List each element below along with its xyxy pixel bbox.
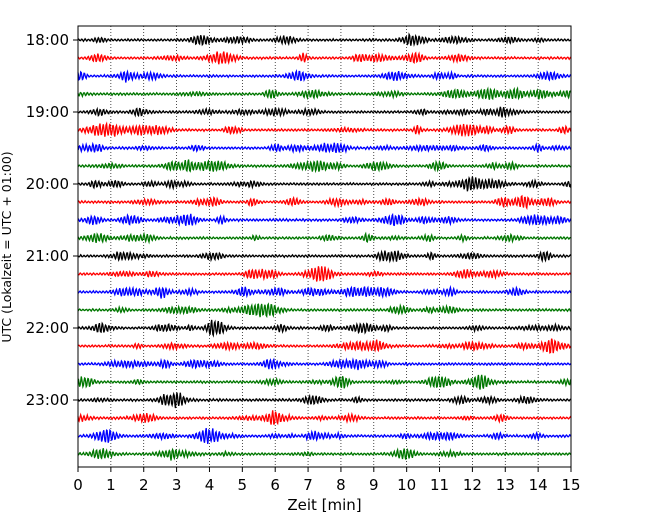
seismic-traces [77, 32, 572, 461]
x-tick-label: 6 [270, 476, 280, 494]
trace-row [77, 141, 572, 155]
y-axis-label: UTC (Lokalzeit = UTC + 01:00) [0, 151, 14, 342]
y-tick-label: 18:00 [26, 31, 69, 49]
x-tick-label: 5 [238, 476, 248, 494]
trace-row [77, 284, 572, 300]
trace-row [77, 231, 571, 245]
x-tick-label: 8 [336, 476, 346, 494]
trace-row [77, 32, 572, 48]
trace-row [77, 176, 572, 192]
x-axis-ticks: 0 1 2 3 4 5 6 7 8 9 10 11 12 13 14 15 [73, 467, 581, 494]
y-tick-label: 23:00 [26, 391, 69, 409]
trace-row [78, 121, 572, 138]
x-tick-label: 3 [172, 476, 182, 494]
trace-row [77, 212, 572, 227]
x-tick-label: 4 [205, 476, 215, 494]
trace-row [77, 249, 572, 264]
x-tick-label: 12 [463, 476, 482, 494]
trace-row [77, 266, 572, 282]
trace-row [77, 68, 571, 83]
trace-row [77, 106, 572, 119]
x-tick-label: 14 [529, 476, 548, 494]
y-tick-label: 21:00 [26, 247, 69, 265]
plot-frame [77, 25, 572, 468]
x-tick-label: 15 [561, 476, 580, 494]
y-tick-label: 19:00 [26, 103, 69, 121]
trace-row [77, 51, 572, 66]
x-tick-label: 0 [73, 476, 83, 494]
x-tick-label: 7 [303, 476, 313, 494]
trace-row [77, 410, 572, 426]
trace-row [77, 427, 572, 444]
x-tick-label: 1 [106, 476, 116, 494]
trace-row [77, 338, 572, 354]
x-tick-label: 9 [369, 476, 379, 494]
x-tick-label: 10 [397, 476, 416, 494]
y-axis-ticks: 18:00 19:00 20:00 21:00 22:00 23:00 [26, 31, 78, 409]
x-axis-label: Zeit [min] [287, 496, 361, 514]
trace-row [77, 302, 571, 319]
x-tick-label: 13 [496, 476, 515, 494]
trace-row [77, 194, 572, 211]
trace-row [77, 391, 572, 409]
trace-row [77, 374, 572, 390]
y-tick-label: 22:00 [26, 319, 69, 337]
trace-row [77, 159, 571, 174]
x-tick-label: 2 [139, 476, 149, 494]
y-tick-label: 20:00 [26, 175, 69, 193]
x-tick-label: 11 [430, 476, 449, 494]
trace-row [77, 357, 572, 371]
trace-row [77, 319, 572, 338]
trace-row [77, 447, 572, 461]
trace-row [77, 86, 572, 101]
